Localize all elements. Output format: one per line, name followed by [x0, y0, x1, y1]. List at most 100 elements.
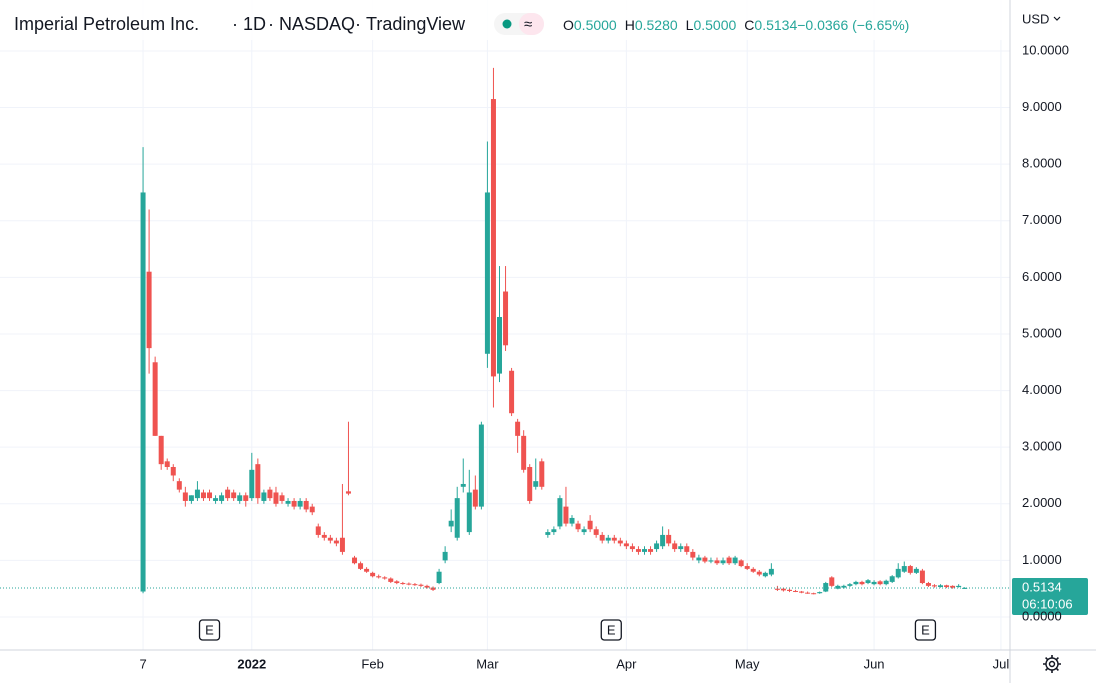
candle-body [907, 566, 913, 573]
candle-body [400, 583, 406, 585]
earnings-marker [198, 619, 221, 641]
candle-body [382, 577, 388, 579]
candle-body [333, 540, 339, 544]
candle-body [811, 593, 817, 595]
candle-body [188, 495, 194, 501]
candle-body [418, 584, 424, 586]
gear-hub [1048, 660, 1056, 668]
candle-body [291, 500, 297, 507]
candle-body [919, 570, 925, 584]
interval: 1D [243, 14, 266, 34]
candle-body [497, 316, 503, 374]
candle-body [847, 584, 853, 586]
candle-body [774, 588, 780, 590]
candle-body [913, 568, 919, 573]
candle-body [865, 580, 871, 584]
settings-gear[interactable] [1043, 655, 1061, 673]
y-tick-label: 8.0000 [1022, 156, 1062, 171]
candle-body [182, 492, 188, 501]
candle-body [738, 560, 744, 567]
last-price-label: 0.5134 [1022, 579, 1062, 594]
candle-body [883, 580, 889, 585]
candle-body [950, 585, 956, 588]
candle-body [285, 500, 291, 504]
y-tick-label: 7.0000 [1022, 212, 1062, 227]
candle-body [569, 517, 575, 524]
candle-body [303, 500, 309, 510]
candle-body [412, 584, 418, 586]
candle-body [225, 489, 231, 499]
candle-body [654, 543, 660, 550]
candle-body [708, 560, 714, 562]
y-tick-label: 10.0000 [1022, 42, 1069, 57]
candle-body [527, 466, 533, 501]
candle-body [200, 492, 206, 499]
symbol-title: Imperial Petroleum Inc. [14, 14, 199, 34]
candle-body [956, 585, 962, 587]
candle-body [321, 534, 327, 538]
candle-body [533, 481, 539, 487]
candle-body [684, 546, 690, 552]
candle-body [581, 529, 587, 533]
legend-value: 0.5134 [754, 17, 797, 33]
earnings-label: E [607, 622, 616, 637]
candle-body [895, 568, 901, 578]
x-tick-label: Jun [864, 656, 885, 671]
candle-body [521, 435, 527, 470]
candle-body [454, 498, 460, 538]
legend-key: L [686, 17, 694, 33]
candle-body [442, 551, 448, 561]
exchange: NASDAQ [279, 14, 355, 34]
candle-body [678, 546, 684, 550]
legend-key: O [563, 17, 574, 33]
candle-body [732, 557, 738, 564]
candle-body [744, 566, 750, 569]
candle-body [889, 576, 895, 582]
candle-body [140, 192, 146, 592]
candle-body [207, 492, 213, 499]
countdown: 06:10:06 [1022, 596, 1073, 611]
x-tick-label: 7 [139, 656, 146, 671]
overlay: 0.5134 06:10:06 E E E [0, 577, 1088, 641]
legend-value: 0.5000 [574, 17, 617, 33]
candle-body [563, 506, 569, 524]
candle-body [539, 461, 545, 487]
candle-body [309, 506, 315, 513]
candle-body [629, 546, 635, 550]
candle-body [780, 588, 786, 591]
currency-caret [1053, 16, 1061, 21]
candle-body [490, 99, 496, 377]
candle-body [931, 585, 937, 587]
y-tick-label: 1.0000 [1022, 552, 1062, 567]
candle-body [762, 572, 768, 577]
candle-body [599, 534, 605, 541]
candle-body [938, 585, 944, 587]
candle-body [660, 534, 666, 547]
candle-body [575, 523, 581, 530]
candle-body [666, 534, 672, 544]
candle-body [370, 572, 376, 577]
candle-body [327, 537, 333, 541]
y-tick-label: 2.0000 [1022, 495, 1062, 510]
source: TradingView [366, 14, 466, 34]
legend-key: C [744, 17, 754, 33]
candle-body [194, 489, 200, 499]
y-tick-label: 3.0000 [1022, 439, 1062, 454]
last-price-tag [1012, 577, 1088, 615]
candle-body [871, 581, 877, 585]
currency[interactable]: USD [1022, 11, 1049, 26]
legend-value: 0.5280 [635, 17, 678, 33]
candle-body [925, 583, 931, 586]
candle-body [315, 526, 321, 535]
candle-body [406, 583, 412, 585]
candle-body [829, 577, 835, 586]
candle-body [648, 549, 654, 552]
candle-body [557, 498, 563, 527]
earnings-label: E [921, 622, 930, 637]
candle-body [164, 461, 170, 467]
candle-body [436, 571, 442, 584]
separator: · [355, 14, 361, 34]
earnings-marker [914, 619, 937, 641]
x-tick-label: Feb [361, 656, 383, 671]
